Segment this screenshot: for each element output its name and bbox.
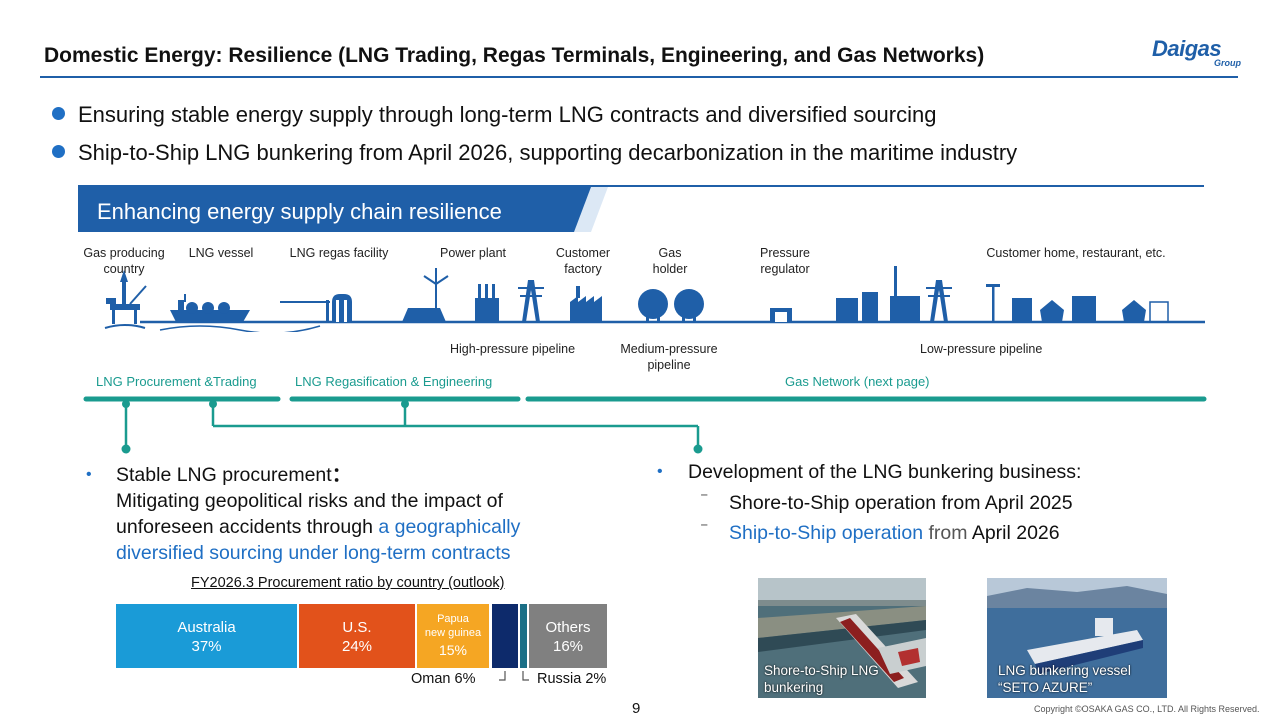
bar-segment-us: U.S. 24% [299, 604, 415, 668]
russia-label: Russia 2% [537, 671, 607, 687]
bar-segment-papua-new-guinea: Papua new guinea 15% [417, 604, 489, 668]
segment-gas-network: Gas Network (next page) [785, 374, 930, 389]
supply-chain-illustration [104, 266, 1205, 332]
title-divider [40, 76, 1238, 78]
city-buildings-icon [836, 266, 920, 322]
street-lamp-icon [986, 284, 1000, 322]
transmission-tower-icon [926, 280, 952, 322]
label-regas-facility: LNG regas facility [289, 246, 389, 260]
logo-wordmark: Daigas [1152, 36, 1222, 61]
photo-caption: Shore-to-Ship LNG bunkering [764, 663, 879, 695]
pressure-regulator-icon [770, 308, 792, 322]
bar-segment-russia [520, 604, 527, 668]
sub-bullet-ship-to-ship: ⁻ Ship-to-Ship operation from April 2026 [700, 520, 1060, 544]
bullet-text: Ship-to-Ship LNG bunkering from April 20… [78, 140, 1018, 165]
logo-subtext: Group [1214, 58, 1241, 68]
factory-icon [570, 286, 602, 322]
power-plant-icon [402, 268, 499, 322]
bullet-point-1: Ensuring stable energy supply through lo… [52, 102, 936, 128]
transmission-tower-icon [518, 280, 544, 322]
label-high-pressure-pipeline: High-pressure pipeline [450, 342, 576, 356]
bullet-point-2: Ship-to-Ship LNG bunkering from April 20… [52, 140, 1017, 166]
bullet-dot-icon [52, 145, 65, 158]
segment-connectors [83, 396, 1207, 454]
regas-facility-icon [280, 294, 352, 322]
photo-caption: LNG bunkering vessel “SETO AZURE” [998, 663, 1131, 695]
seto-azure-photo: LNG bunkering vessel “SETO AZURE” [987, 578, 1167, 698]
label-gas-holder: Gas holder [652, 246, 688, 276]
page-title: Domestic Energy: Resilience (LNG Trading… [44, 44, 985, 67]
bar-segment-others: Others 16% [529, 604, 607, 668]
label-lng-vessel: LNG vessel [188, 246, 254, 260]
bar-segment-australia: Australia 37% [116, 604, 297, 668]
dash-icon: ⁻ [700, 520, 709, 537]
banner-title: Enhancing energy supply chain resilience [97, 199, 502, 224]
stable-procurement-text: • Stable LNG procurement： Mitigating geop… [86, 464, 521, 564]
lng-bunkering-text: • Development of the LNG bunkering busine… [657, 461, 1082, 483]
bullet-dot-icon [52, 107, 65, 120]
label-customer-home: Customer home, restaurant, etc. [986, 246, 1166, 260]
banner-shape [78, 187, 608, 232]
offshore-rig-icon [106, 270, 147, 324]
bar-leader-lines [499, 671, 529, 681]
segment-lng-procurement: LNG Procurement &Trading [96, 374, 257, 389]
label-pressure-regulator: Pressure regulator [759, 246, 811, 276]
label-customer-factory: Customer factory [555, 246, 611, 276]
label-low-pressure-pipeline: Low-pressure pipeline [920, 342, 1043, 356]
shore-to-ship-photo: Shore-to-Ship LNG bunkering [758, 578, 926, 698]
bullet-dot-icon: • [86, 466, 92, 483]
bullet-text: Ensuring stable energy supply through lo… [78, 102, 937, 127]
lng-vessel-icon [170, 294, 250, 322]
residential-buildings-icon [1012, 296, 1169, 323]
banner-rule [78, 185, 1204, 187]
sub-bullet-shore-to-ship: ⁻ Shore-to-Ship operation from April 2025 [700, 490, 1073, 514]
daigas-logo: Daigas Group [1152, 36, 1242, 72]
dash-icon: ⁻ [700, 490, 709, 507]
label-gas-producing-country: Gas producing country [83, 246, 165, 276]
copyright-notice: Copyright ©OSAKA GAS CO., LTD. All Right… [1034, 704, 1260, 714]
label-power-plant: Power plant [439, 246, 506, 260]
oman-label: Oman 6% [411, 671, 476, 687]
bar-segment-oman [492, 604, 518, 668]
page-number: 9 [632, 700, 641, 717]
label-medium-pressure-pipeline: Medium-pressure pipeline [620, 342, 718, 372]
gas-holder-icon [638, 289, 704, 323]
procurement-chart-title: FY2026.3 Procurement ratio by country (o… [191, 575, 505, 591]
segment-lng-regasification: LNG Regasification & Engineering [295, 374, 493, 389]
bullet-dot-icon: • [657, 463, 663, 480]
